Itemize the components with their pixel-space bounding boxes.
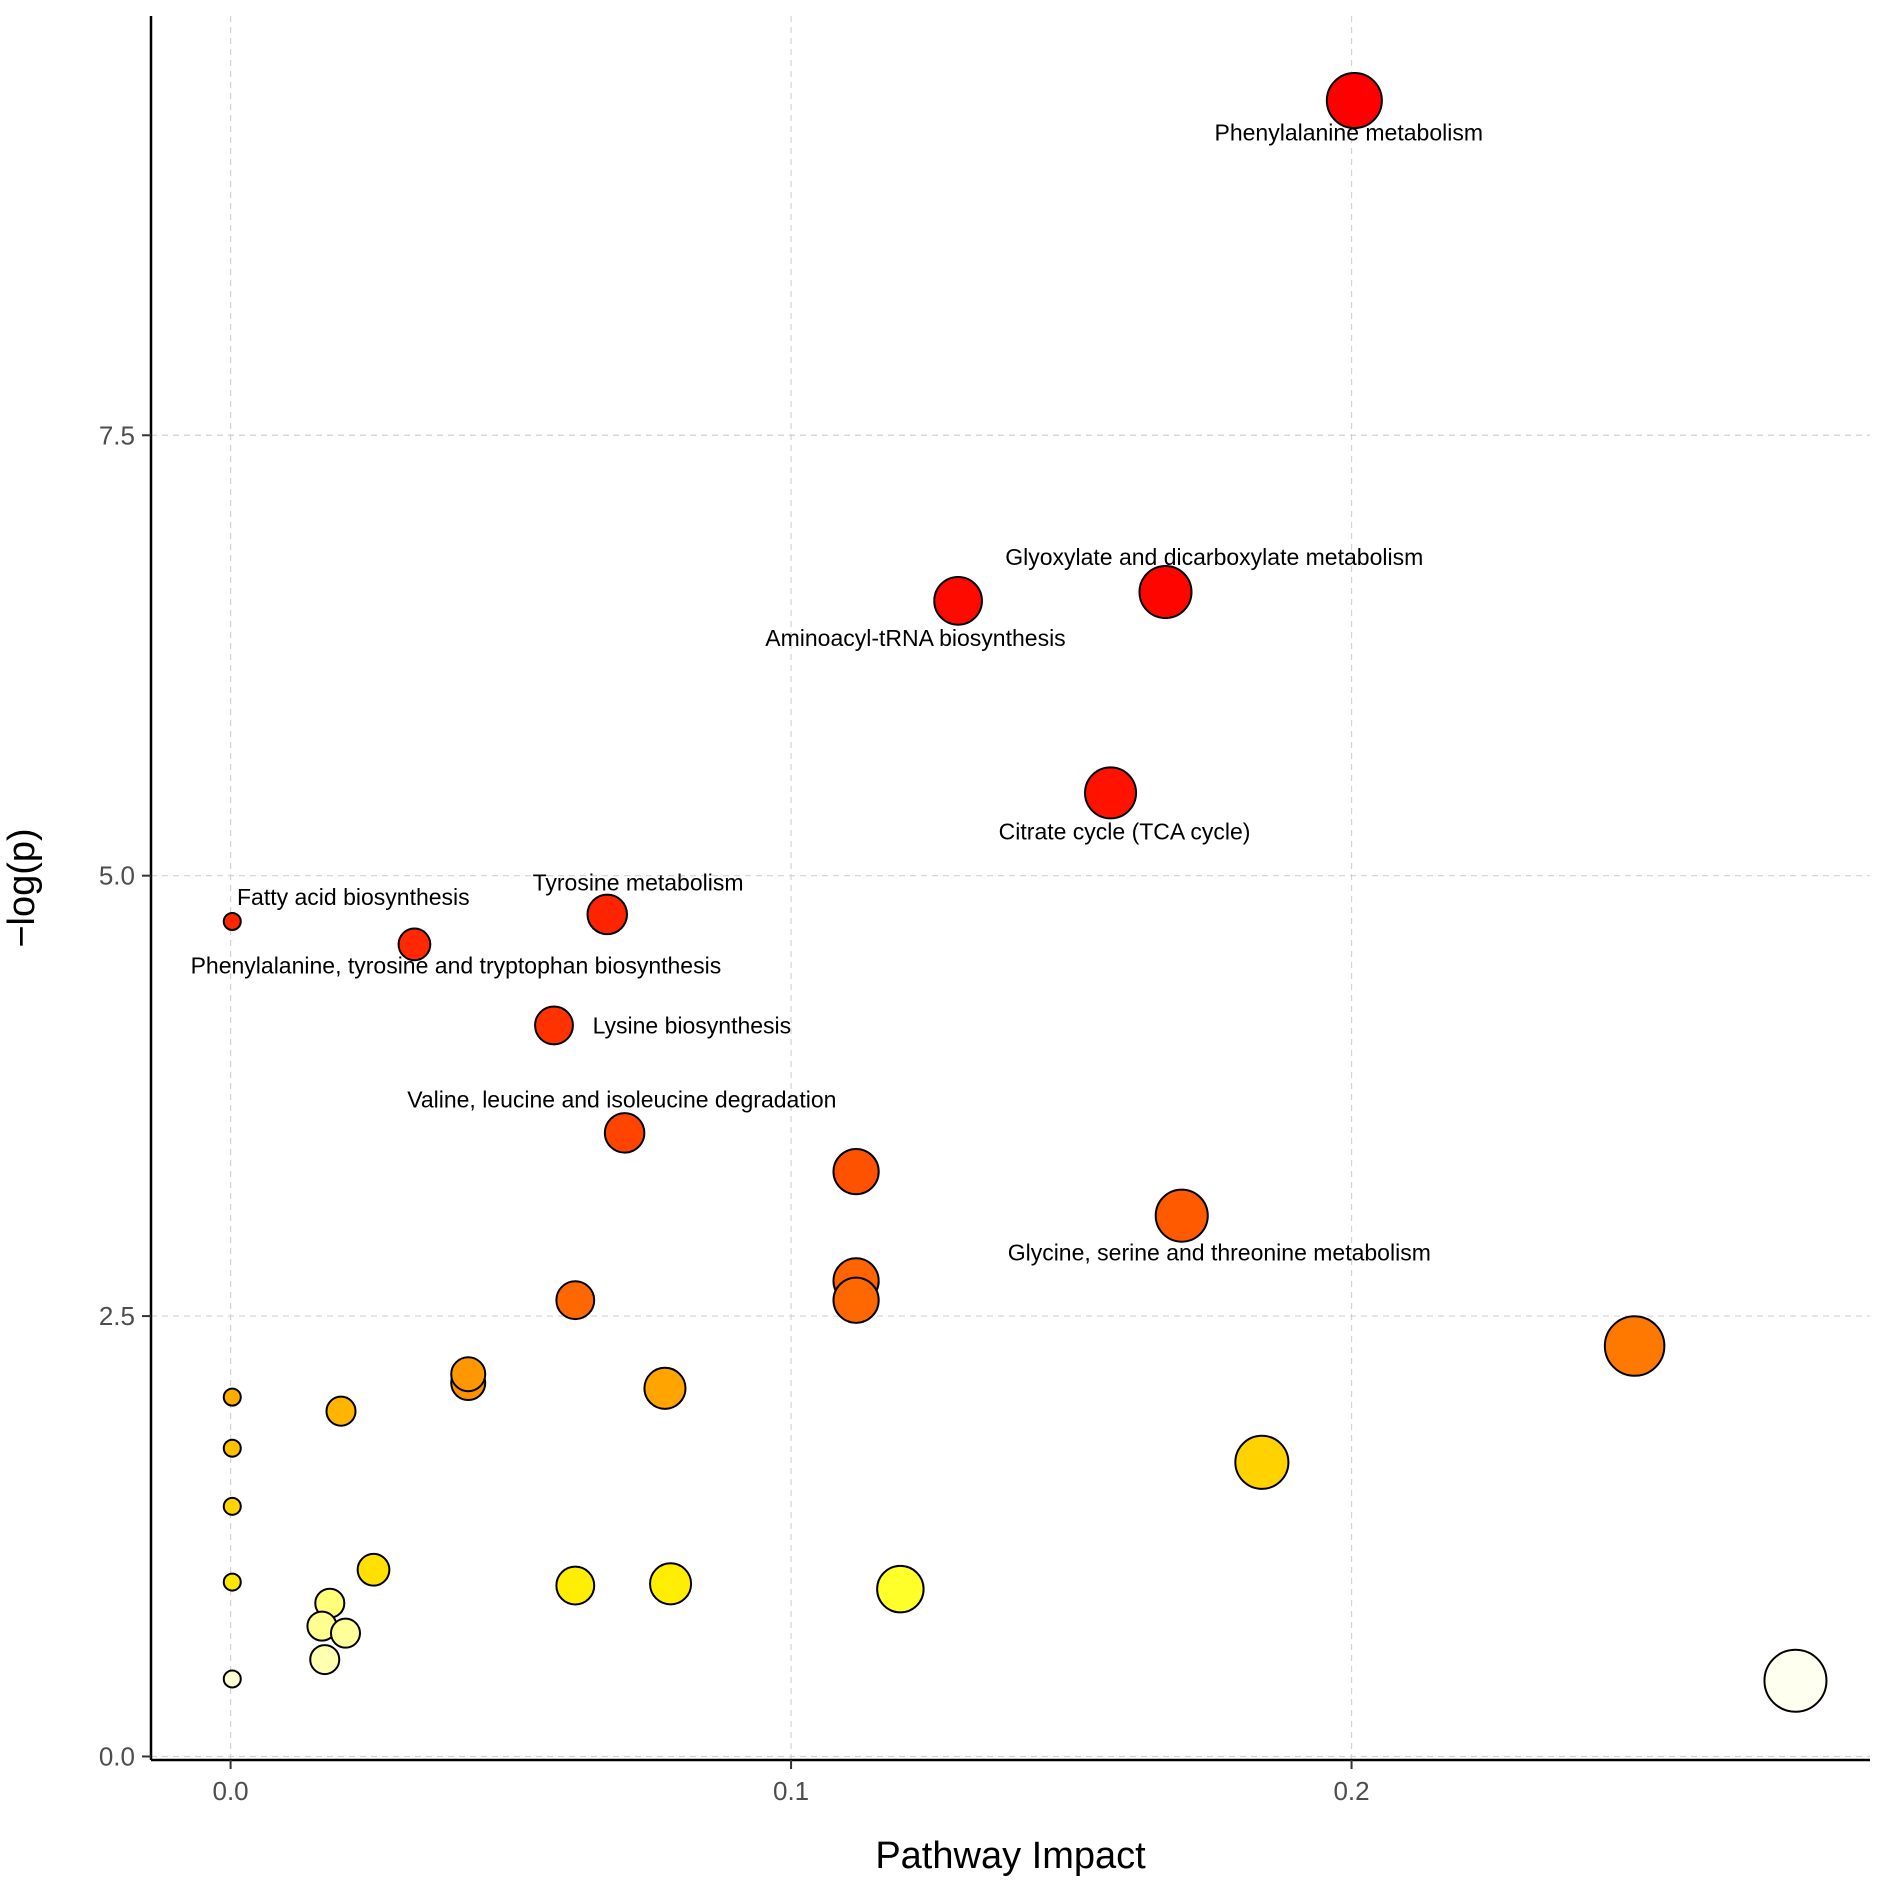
y-axis-title: −log(p): [1, 828, 43, 947]
data-point: [329, 1617, 362, 1649]
data-point: [832, 1276, 880, 1324]
data-point: [832, 1148, 880, 1196]
data-point: [1084, 766, 1138, 820]
point-label: Aminoacyl-tRNA biosynthesis: [765, 625, 1065, 651]
data-point: [534, 1005, 574, 1046]
y-tick-label: 5.0: [99, 861, 135, 891]
point-label: Lysine biosynthesis: [593, 1012, 792, 1038]
data-point: [222, 911, 242, 931]
point-label: Valine, leucine and isoleucine degradati…: [407, 1086, 836, 1112]
grid-lines: [151, 16, 1870, 1760]
data-point: [325, 1395, 357, 1427]
y-tick-label: 0.0: [99, 1741, 135, 1771]
data-points: [222, 72, 1828, 1713]
data-point: [1325, 72, 1383, 130]
tick-marks: [142, 434, 1353, 1769]
point-label: Fatty acid biosynthesis: [237, 884, 470, 910]
data-point: [309, 1644, 341, 1676]
data-point: [603, 1112, 646, 1154]
x-tick-label: 0.0: [213, 1776, 249, 1806]
data-point: [450, 1356, 487, 1393]
data-point: [1234, 1434, 1290, 1490]
data-point: [222, 1438, 242, 1458]
data-point: [222, 1387, 242, 1407]
data-point: [586, 893, 628, 936]
data-point: [397, 927, 432, 962]
point-label: Glyoxylate and dicarboxylate metabolism: [1005, 544, 1423, 570]
point-label: Phenylalanine metabolism: [1215, 119, 1484, 145]
data-point: [649, 1562, 693, 1606]
x-tick-label: 0.2: [1333, 1776, 1369, 1806]
y-tick-label: 7.5: [99, 420, 135, 450]
tick-labels: 0.0 0.1 0.2 0.0 2.5 5.0 7.5: [99, 420, 1370, 1806]
data-point: [222, 1572, 242, 1592]
data-point: [555, 1280, 596, 1321]
x-tick-label: 0.1: [773, 1776, 809, 1806]
x-axis-title: Pathway Impact: [875, 1835, 1146, 1877]
point-label: Phenylalanine, tyrosine and tryptophan b…: [191, 953, 722, 979]
point-label: Citrate cycle (TCA cycle): [999, 819, 1251, 845]
point-label: Glycine, serine and threonine metabolism: [1008, 1240, 1431, 1266]
data-point: [356, 1552, 391, 1587]
data-point: [876, 1564, 925, 1614]
data-point: [222, 1669, 242, 1689]
y-tick-label: 2.5: [99, 1301, 135, 1331]
data-point: [1603, 1315, 1666, 1377]
data-point: [643, 1366, 687, 1410]
data-point: [1763, 1648, 1828, 1713]
data-point: [1138, 565, 1193, 620]
data-point: [555, 1565, 596, 1606]
data-point: [1154, 1188, 1209, 1243]
point-labels: Phenylalanine metabolism Glyoxylate and d…: [191, 119, 1483, 1265]
point-label: Tyrosine metabolism: [533, 870, 744, 896]
axes: [149, 16, 1870, 1762]
data-point: [933, 576, 983, 626]
data-point: [222, 1496, 242, 1516]
